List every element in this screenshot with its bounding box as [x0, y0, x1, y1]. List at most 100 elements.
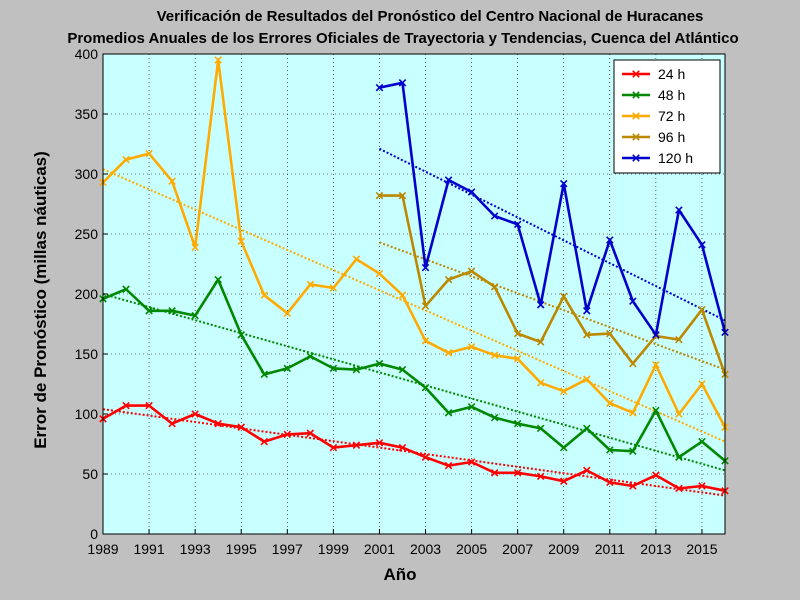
data-point-72h	[260, 291, 269, 299]
data-point-24h	[306, 429, 315, 437]
series-96h	[375, 191, 729, 379]
data-point-24h	[329, 443, 338, 452]
data-point-120h	[375, 83, 384, 92]
data-point-120h	[675, 206, 683, 214]
x-tick-label: 1993	[180, 541, 211, 557]
data-point-48h	[444, 409, 453, 417]
data-point-48h	[536, 424, 545, 433]
data-point-72h	[421, 337, 430, 345]
legend-label: 24 h	[658, 66, 685, 82]
data-point-48h	[168, 307, 176, 315]
data-point-72h	[606, 399, 614, 407]
data-point-72h	[444, 349, 453, 357]
legend-label: 72 h	[658, 108, 685, 124]
data-point-72h	[214, 56, 222, 64]
data-point-48h	[306, 352, 315, 361]
data-point-48h	[398, 365, 407, 374]
data-point-120h	[444, 176, 453, 184]
data-point-24h	[629, 482, 637, 490]
data-point-120h	[583, 307, 591, 315]
data-point-48h	[675, 453, 683, 461]
data-point-48h	[490, 413, 499, 422]
series-line-120h	[379, 81, 727, 337]
data-point-48h	[352, 365, 361, 374]
data-point-96h	[513, 329, 522, 338]
data-series	[99, 56, 729, 495]
data-point-120h	[513, 220, 522, 229]
data-point-48h	[698, 437, 706, 446]
data-point-48h	[652, 406, 660, 415]
data-point-24h	[375, 439, 384, 447]
x-tick-label: 1999	[318, 541, 349, 557]
y-tick-label: 100	[75, 406, 99, 422]
legend-label: 48 h	[658, 87, 685, 103]
data-point-48h	[122, 285, 130, 293]
x-tick-label: 2007	[502, 541, 533, 557]
data-point-48h	[145, 307, 153, 315]
data-point-24h	[606, 478, 614, 487]
x-axis-label: Año	[383, 565, 416, 584]
data-point-120h	[559, 179, 568, 188]
series-line-48h	[102, 278, 726, 462]
data-point-72h	[306, 280, 315, 289]
data-point-72h	[629, 409, 637, 417]
data-point-96h	[698, 305, 706, 314]
y-tick-label: 350	[75, 106, 99, 122]
data-point-48h	[237, 331, 245, 339]
data-point-96h	[536, 338, 545, 346]
data-point-24h	[398, 443, 407, 452]
y-tick-label: 250	[75, 226, 99, 242]
legend-item-24h: 24 h	[622, 66, 685, 82]
data-point-120h	[536, 301, 545, 309]
data-point-24h	[559, 477, 568, 485]
y-tick-label: 0	[90, 526, 98, 542]
data-point-72h	[490, 351, 499, 359]
x-tick-label: 2011	[595, 541, 625, 557]
legend-marker	[632, 133, 640, 141]
x-axis-ticks: 1989 1991 1993 1995 1997 1999 2001 2003 2005 2007…	[87, 529, 718, 557]
x-tick-label: 2003	[410, 541, 441, 557]
data-point-48h	[421, 383, 430, 392]
data-point-72h	[675, 410, 683, 418]
data-point-48h	[606, 446, 614, 454]
series-line-72h	[102, 58, 727, 428]
data-point-72h	[583, 375, 591, 383]
x-tick-label: 1997	[272, 541, 303, 557]
data-point-48h	[629, 447, 637, 455]
data-point-48h	[513, 419, 522, 428]
data-point-120h	[698, 241, 706, 249]
x-tick-label: 2005	[456, 541, 487, 557]
data-point-72h	[698, 380, 706, 388]
x-tick-label: 2001	[364, 541, 395, 557]
series-120h	[375, 79, 729, 339]
data-point-72h	[536, 379, 545, 387]
data-point-24h	[513, 469, 522, 477]
y-tick-label: 200	[75, 286, 99, 302]
y-axis-ticks: 0 50 100 150 200 250 300 350 400	[75, 46, 108, 542]
data-point-24h	[260, 437, 269, 446]
data-point-72h	[375, 269, 384, 278]
data-point-72h	[168, 177, 176, 185]
data-point-24h	[237, 423, 245, 431]
trend-line-72h	[102, 168, 726, 443]
data-point-24h	[583, 466, 591, 475]
x-tick-label: 2015	[686, 541, 717, 557]
data-point-120h	[490, 212, 499, 220]
data-point-120h	[606, 236, 614, 244]
trend-line-96h	[379, 241, 726, 371]
data-point-96h	[629, 359, 637, 368]
data-point-24h	[214, 419, 222, 428]
data-point-120h	[398, 79, 407, 87]
legend-marker	[632, 112, 640, 120]
data-point-24h	[536, 472, 545, 481]
data-point-72h	[145, 149, 153, 158]
data-point-48h	[214, 275, 222, 284]
chart-subtitle: Promedios Anuales de los Errores Oficial…	[67, 30, 738, 47]
legend-label: 120 h	[658, 150, 693, 166]
y-tick-label: 300	[75, 166, 99, 182]
data-point-96h	[398, 191, 407, 200]
legend-marker	[632, 91, 640, 99]
grid-lines	[102, 53, 725, 535]
series-line-24h	[102, 404, 726, 493]
